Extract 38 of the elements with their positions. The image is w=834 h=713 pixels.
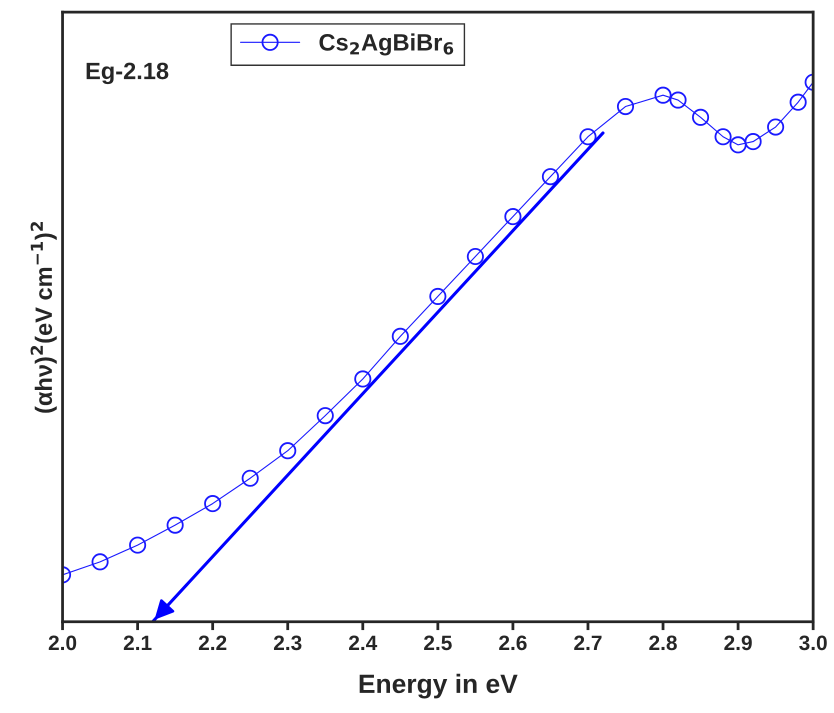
x-tick-label: 2.3 [274,635,302,650]
x-tick-label: 2.2 [198,635,226,650]
x-tick-label: 2.6 [499,635,527,650]
x-tick-label: 2.8 [649,635,677,650]
point [392,328,409,345]
annotation: Eg-2.18 [86,62,168,84]
point [504,208,522,226]
x-tick-label: 2.5 [424,635,452,650]
point [542,168,559,186]
x-tick-label: 2.1 [124,635,152,650]
x-tick-label: 2.7 [574,635,602,650]
x-tick-label: 2.0 [48,635,76,650]
point [654,86,672,104]
y-axis-title: (αhν)$^{2}$(eV cm$^{−1}$)$^{2}$ [30,222,57,413]
point [242,470,259,487]
x-tick-label: 2.9 [724,635,752,650]
point [129,536,146,554]
point [730,136,747,154]
point [166,516,184,534]
legend-label: Cs$_{2}$AgBiBr$_{6}$ [319,33,454,56]
point [579,128,597,146]
point [316,407,334,424]
point [466,248,484,266]
point [616,98,634,116]
point [670,92,687,109]
point [692,108,710,126]
point [92,553,109,570]
point [429,288,446,305]
point [354,370,372,388]
x-tick-label: 2.4 [349,635,378,650]
point [767,118,784,136]
point [714,128,732,146]
point [790,94,807,111]
x-tick-label: 3.0 [799,635,827,650]
point [279,442,296,460]
point [744,133,762,150]
point [204,495,222,512]
x-axis-title: Energy in eV [360,674,518,699]
